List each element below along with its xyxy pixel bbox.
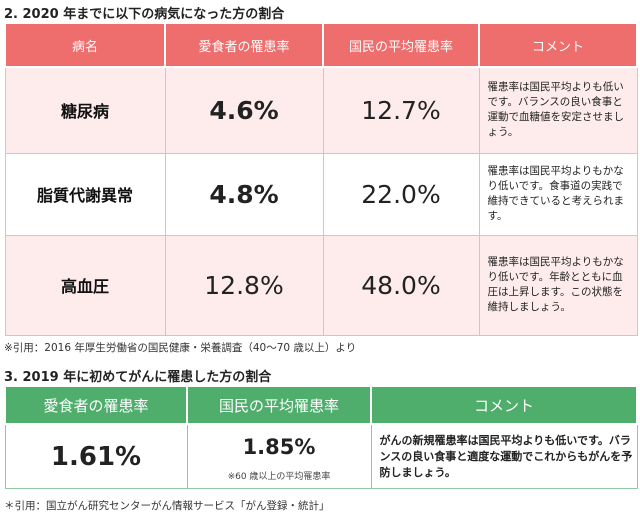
national-rate: 12.7% — [322, 66, 480, 154]
header-national-rate: 国民の平均罹患率 — [186, 385, 372, 425]
table-row: 脂質代謝異常 4.8% 22.0% 罹患率は国民平均よりもかなり低いです。食事道… — [4, 152, 638, 236]
table-row: 糖尿病 4.6% 12.7% 罹患率は国民平均よりも低いです。バランスの良い食事… — [4, 66, 638, 154]
section3-source-note: ＊引用：国立がん研究センターがん情報サービス「がん登録・統計」 — [4, 500, 330, 512]
header-comment: コメント — [370, 385, 638, 425]
row-comment: 罹患率は国民平均よりもかなり低いです。食事道の実践で維持できていると考えられます… — [478, 152, 638, 236]
national-rate-cell: 1.85% ※60 歳以上の平均罹患率 — [186, 423, 372, 489]
header-comment: コメント — [478, 22, 638, 68]
row-comment: 罹患率は国民平均よりもかなり低いです。年齢とともに血圧は上昇します。この状態を維… — [478, 234, 638, 336]
row-comment: 罹患率は国民平均よりも低いです。バランスの良い食事と運動で血糖値を安定させましょ… — [478, 66, 638, 154]
member-rate: 4.6% — [164, 66, 324, 154]
national-rate: 1.85% — [242, 435, 316, 459]
member-rate: 1.61% — [4, 423, 188, 489]
disease-rate-table: 病名 愛食者の罹患率 国民の平均罹患率 コメント 糖尿病 4.6% 12.7% … — [4, 22, 638, 336]
section3-heading: 3. 2019 年に初めてがんに罹患した方の割合 — [4, 370, 272, 385]
member-rate: 4.8% — [164, 152, 324, 236]
member-rate: 12.8% — [164, 234, 324, 336]
table-header-row: 病名 愛食者の罹患率 国民の平均罹患率 コメント — [4, 22, 638, 68]
national-rate: 48.0% — [322, 234, 480, 336]
section2-heading: 2. 2020 年までに以下の病気になった方の割合 — [4, 7, 285, 22]
header-member-rate: 愛食者の罹患率 — [164, 22, 324, 68]
national-rate: 22.0% — [322, 152, 480, 236]
disease-name: 脂質代謝異常 — [4, 152, 166, 236]
cancer-rate-table: 愛食者の罹患率 国民の平均罹患率 コメント 1.61% 1.85% ※60 歳以… — [4, 385, 638, 489]
disease-name: 高血圧 — [4, 234, 166, 336]
disease-name: 糖尿病 — [4, 66, 166, 154]
header-national-rate: 国民の平均罹患率 — [322, 22, 480, 68]
national-rate-note: ※60 歳以上の平均罹患率 — [227, 472, 331, 482]
section2-source-note: ※引用：2016 年厚生労働省の国民健康・栄養調査（40～70 歳以上）より — [4, 342, 357, 354]
table-row: 1.61% 1.85% ※60 歳以上の平均罹患率 がんの新規罹患率は国民平均よ… — [4, 423, 638, 489]
header-member-rate: 愛食者の罹患率 — [4, 385, 188, 425]
table-header-row: 愛食者の罹患率 国民の平均罹患率 コメント — [4, 385, 638, 425]
header-disease: 病名 — [4, 22, 166, 68]
table-row: 高血圧 12.8% 48.0% 罹患率は国民平均よりもかなり低いです。年齢ととも… — [4, 234, 638, 336]
row-comment: がんの新規罹患率は国民平均よりも低いです。バランスの良い食事と適度な運動でこれか… — [370, 423, 638, 489]
